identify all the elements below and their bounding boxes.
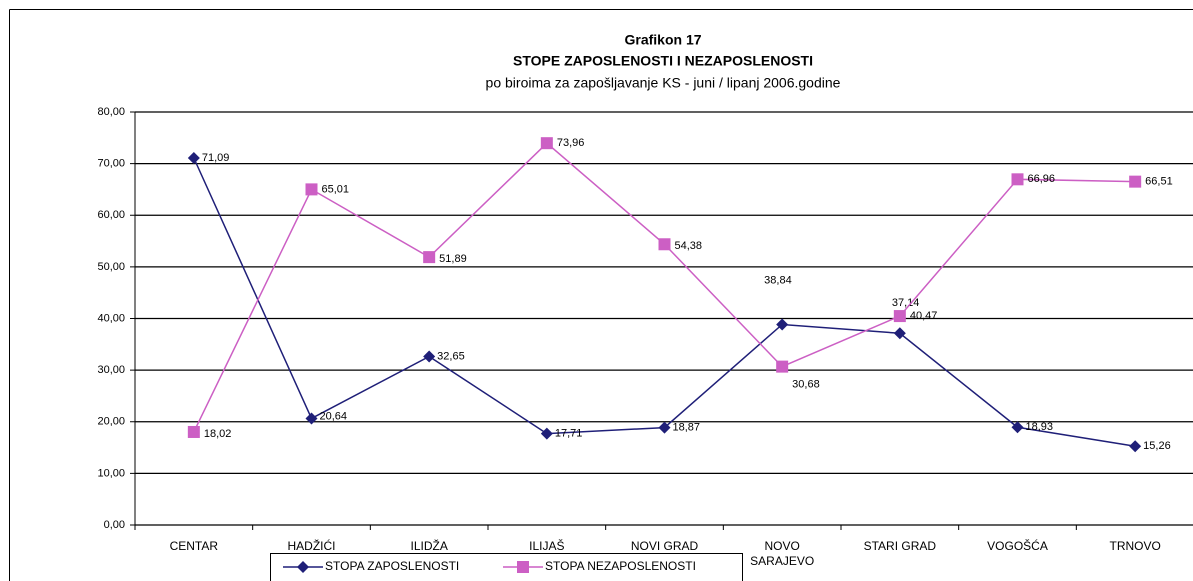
data-label: 71,09 (202, 152, 230, 164)
data-point (1129, 440, 1142, 453)
y-tick-label: 10,00 (97, 467, 125, 479)
y-tick-label: 80,00 (97, 106, 125, 118)
x-tick-label: VOGOŠĆA (987, 539, 1048, 553)
y-tick-label: 0,00 (104, 519, 125, 531)
x-tick-label: STARI GRAD (863, 539, 937, 553)
legend-label: STOPA NEZAPOSLENOSTI (545, 559, 696, 573)
legend-label: STOPA ZAPOSLENOSTI (325, 559, 459, 573)
legend-marker (517, 561, 529, 573)
data-label: 15,26 (1143, 440, 1171, 452)
data-point (540, 137, 553, 150)
x-tick-label: TRNOVO (1109, 539, 1161, 553)
data-label: 18,93 (1026, 421, 1054, 433)
data-point (658, 421, 671, 434)
x-tick-label: ILIDŽA (410, 539, 448, 553)
y-tick-label: 70,00 (97, 158, 125, 170)
data-point (423, 251, 436, 264)
x-tick-label: HADŽIĆI (287, 539, 336, 553)
data-point (187, 151, 200, 164)
legend-marker (297, 561, 309, 573)
y-tick-label: 30,00 (97, 364, 125, 376)
data-label: 32,65 (437, 350, 465, 362)
y-tick-label: 40,00 (97, 312, 125, 324)
data-label: 51,89 (439, 253, 467, 265)
data-point (305, 183, 318, 196)
y-tick-label: 20,00 (97, 416, 125, 428)
data-point (1011, 173, 1024, 186)
data-label: 17,71 (555, 427, 583, 439)
x-tick-label: NOVI GRAD (630, 539, 699, 553)
data-point (658, 238, 671, 251)
data-label: 18,87 (673, 421, 701, 433)
data-point (1129, 175, 1142, 188)
data-point (305, 412, 318, 425)
y-tick-label: 60,00 (97, 209, 125, 221)
data-label: 37,14 (892, 297, 920, 309)
data-label: 54,38 (675, 240, 703, 252)
data-label: 30,68 (792, 379, 820, 391)
data-point (423, 350, 436, 363)
data-label: 66,96 (1028, 173, 1056, 185)
data-point (776, 318, 789, 331)
data-point (893, 327, 906, 340)
y-tick-label: 50,00 (97, 261, 125, 273)
x-tick-label: CENTAR (169, 539, 219, 553)
data-point (540, 427, 553, 440)
x-tick-label: NOVO SARAJEVO (750, 539, 815, 568)
chart-caption: po biroima za zapošljavanje KS - juni / … (486, 75, 841, 91)
data-label: 38,84 (764, 274, 792, 286)
data-point (1011, 421, 1024, 434)
data-point (776, 360, 789, 373)
data-label: 66,51 (1145, 176, 1173, 188)
data-label: 18,02 (204, 428, 232, 440)
data-point (187, 425, 200, 438)
data-point (893, 310, 906, 323)
data-label: 20,64 (320, 410, 348, 422)
data-label: 65,01 (322, 183, 350, 195)
x-tick-label: ILIJAŠ (529, 539, 565, 553)
data-label: 73,96 (557, 137, 585, 149)
chart-title: Grafikon 17 (624, 32, 701, 48)
chart-subtitle: STOPE ZAPOSLENOSTI I NEZAPOSLENOSTI (513, 53, 813, 69)
series-line (193, 157, 1136, 447)
data-label: 40,47 (910, 310, 938, 322)
